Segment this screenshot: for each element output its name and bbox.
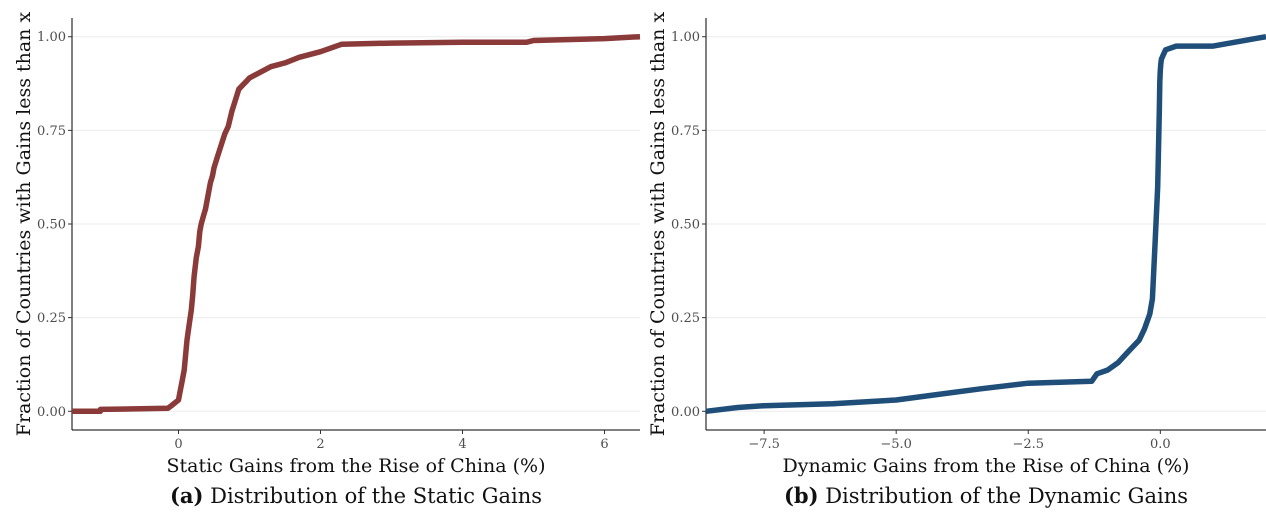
static-x-tick-label-0: 0 [174, 437, 182, 452]
static-y-tick-label-2: 0.50 [37, 218, 66, 233]
static-x-tick-label-2: 4 [458, 437, 466, 452]
dynamic-caption-text: Distribution of the Dynamic Gains [819, 484, 1188, 508]
static-caption-lead: (a) [170, 483, 203, 508]
static-x-tick-label-1: 2 [316, 437, 324, 452]
dynamic-y-axis-title: Fraction of Countries with Gains less th… [647, 12, 669, 437]
dynamic-y-tick-label-1: 0.25 [671, 311, 700, 326]
dynamic-ecdf-line-0 [705, 33, 1266, 415]
static-x-axis-title: Static Gains from the Rise of China (%) [166, 455, 545, 477]
static-y-axis-title: Fraction of Countries with Gains less th… [13, 12, 35, 437]
dynamic-y-tick-label-4: 1.00 [671, 30, 700, 45]
static-y-tick-label-3: 0.75 [37, 124, 66, 139]
static-ecdf-line-0 [72, 33, 641, 415]
static-y-tick-label-0: 0.00 [37, 405, 66, 420]
static-caption-text: Distribution of the Static Gains [203, 484, 542, 508]
panel-static-gains: 0.00 0.25 0.50 0.75 1.00 0 2 4 6 Static Gains fro… [13, 12, 641, 508]
dynamic-x-axis-title: Dynamic Gains from the Rise of China (%) [783, 455, 1190, 477]
dynamic-y-tick-label-0: 0.00 [671, 405, 700, 420]
static-x-tick-label-3: 6 [600, 437, 608, 452]
dynamic-x-tick-label-2: −2.5 [1012, 437, 1044, 452]
dynamic-caption-lead: (b) [784, 483, 819, 508]
panel-dynamic-gains: 0.00 0.25 0.50 0.75 1.00 −7.5 −5.0 −2.5 0.0 Dynam… [647, 12, 1266, 508]
static-y-tick-label-4: 1.00 [37, 30, 66, 45]
dynamic-x-tick-label-3: 0.0 [1150, 437, 1171, 452]
static-y-tick-label-1: 0.25 [37, 311, 66, 326]
dynamic-x-tick-label-1: −5.0 [880, 437, 912, 452]
dynamic-y-tick-label-2: 0.50 [671, 218, 700, 233]
dynamic-x-tick-label-0: −7.5 [748, 437, 780, 452]
static-caption: (a) Distribution of the Static Gains [170, 483, 542, 508]
dynamic-caption: (b) Distribution of the Dynamic Gains [784, 483, 1188, 508]
dynamic-y-tick-label-3: 0.75 [671, 124, 700, 139]
